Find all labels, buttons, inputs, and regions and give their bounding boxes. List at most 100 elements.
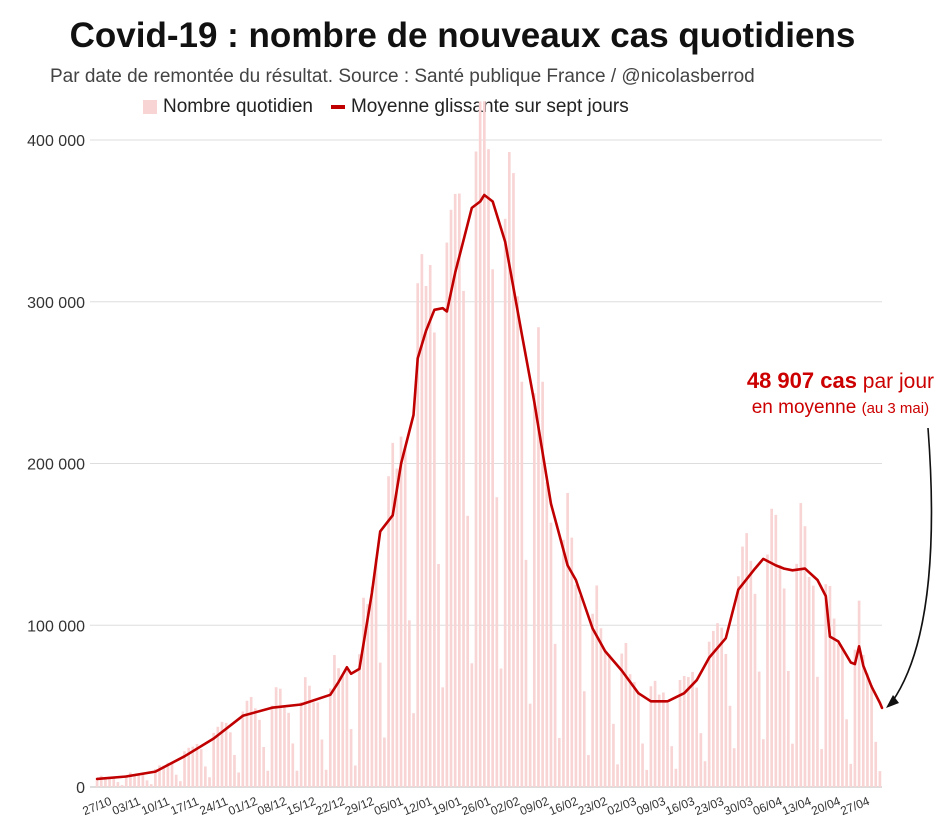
daily-bar (370, 586, 374, 787)
x-tick-label: 13/04 (780, 794, 813, 818)
daily-bar (516, 296, 519, 787)
daily-bar (712, 630, 715, 787)
x-tick-label: 24/11 (198, 794, 231, 818)
gridlines (90, 139, 882, 788)
daily-bar (241, 711, 245, 787)
x-tick-label: 27/04 (838, 794, 871, 818)
daily-bar (387, 476, 390, 787)
daily-bar (716, 623, 719, 787)
daily-bar (861, 655, 865, 787)
daily-bar (278, 688, 282, 787)
daily-bar (845, 719, 848, 787)
daily-bar (183, 751, 186, 787)
daily-bar (212, 732, 215, 787)
daily-bar (587, 755, 590, 787)
daily-bar (653, 680, 657, 787)
daily-bar (512, 173, 515, 787)
daily-bar (453, 193, 457, 787)
daily-bar (836, 643, 840, 787)
daily-bar (104, 777, 107, 787)
daily-bar (616, 764, 619, 787)
daily-bar (154, 768, 157, 787)
daily-bar (124, 774, 128, 787)
daily-bar (774, 514, 778, 787)
daily-bar (437, 564, 440, 787)
daily-bar (249, 697, 253, 787)
daily-bar (99, 775, 103, 787)
daily-bar (874, 741, 878, 787)
daily-bar (120, 785, 124, 787)
daily-bar (687, 677, 690, 787)
daily-bar (366, 604, 370, 787)
daily-bar (828, 586, 832, 787)
daily-bar (303, 677, 307, 787)
daily-bar (595, 585, 599, 787)
daily-bar (320, 739, 324, 787)
daily-bar (795, 563, 798, 787)
daily-bar (399, 436, 403, 787)
daily-bar (549, 522, 553, 787)
daily-bar (483, 101, 486, 788)
daily-bar (803, 526, 807, 787)
x-tick-label: 06/04 (751, 794, 784, 818)
daily-bar (799, 503, 803, 787)
daily-bar (820, 749, 823, 787)
x-tick-label: 02/03 (605, 794, 638, 818)
daily-bar (258, 719, 261, 787)
daily-bar (707, 641, 711, 787)
daily-bar (166, 762, 170, 787)
daily-bar (229, 732, 232, 787)
daily-bar (245, 700, 249, 787)
daily-bar (458, 193, 461, 787)
legend-bar-label: Nombre quotidien (163, 96, 313, 117)
daily-bar (312, 702, 315, 787)
daily-bar (870, 685, 873, 787)
daily-bar (145, 780, 149, 787)
daily-bar (582, 691, 586, 787)
daily-bar (170, 763, 174, 787)
daily-bar (557, 737, 561, 787)
daily-bar (832, 618, 836, 787)
daily-bar (657, 694, 661, 787)
daily-bar (591, 613, 594, 787)
daily-bar (761, 739, 765, 787)
daily-bar (112, 777, 116, 787)
x-tick-label: 19/01 (430, 794, 463, 818)
daily-bar (507, 152, 511, 788)
daily-bar (607, 654, 611, 787)
x-tick-label: 09/02 (518, 794, 551, 818)
daily-bar (770, 508, 773, 787)
daily-bar (262, 747, 265, 787)
daily-bar (849, 763, 853, 787)
daily-bar (220, 721, 224, 787)
daily-bar (520, 381, 524, 787)
daily-bar (578, 595, 582, 787)
daily-bar (433, 332, 436, 787)
daily-bar (478, 101, 482, 787)
daily-bar (528, 703, 532, 787)
daily-bar (470, 663, 474, 787)
x-tick-label: 29/12 (343, 794, 376, 818)
daily-bar (678, 679, 682, 787)
daily-bar (853, 649, 857, 787)
daily-bar (199, 749, 203, 787)
daily-bar (603, 650, 607, 787)
daily-bar (745, 533, 748, 787)
daily-bar (141, 773, 145, 787)
daily-bar (428, 265, 432, 787)
chart-subtitle: Par date de remontée du résultat. Source… (50, 66, 755, 87)
daily-bar (662, 692, 665, 787)
daily-bar (641, 743, 644, 787)
daily-bar (324, 769, 328, 787)
daily-bar (670, 746, 674, 787)
daily-bar (408, 620, 411, 787)
chart-title: Covid-19 : nombre de nouveaux cas quotid… (69, 16, 856, 55)
daily-bar (345, 667, 349, 787)
daily-bar (474, 151, 478, 787)
daily-bar (816, 676, 819, 787)
annotation-line2: en moyenne (751, 397, 857, 418)
daily-bar (403, 448, 407, 787)
daily-bar (237, 772, 240, 787)
daily-bar (878, 771, 882, 787)
